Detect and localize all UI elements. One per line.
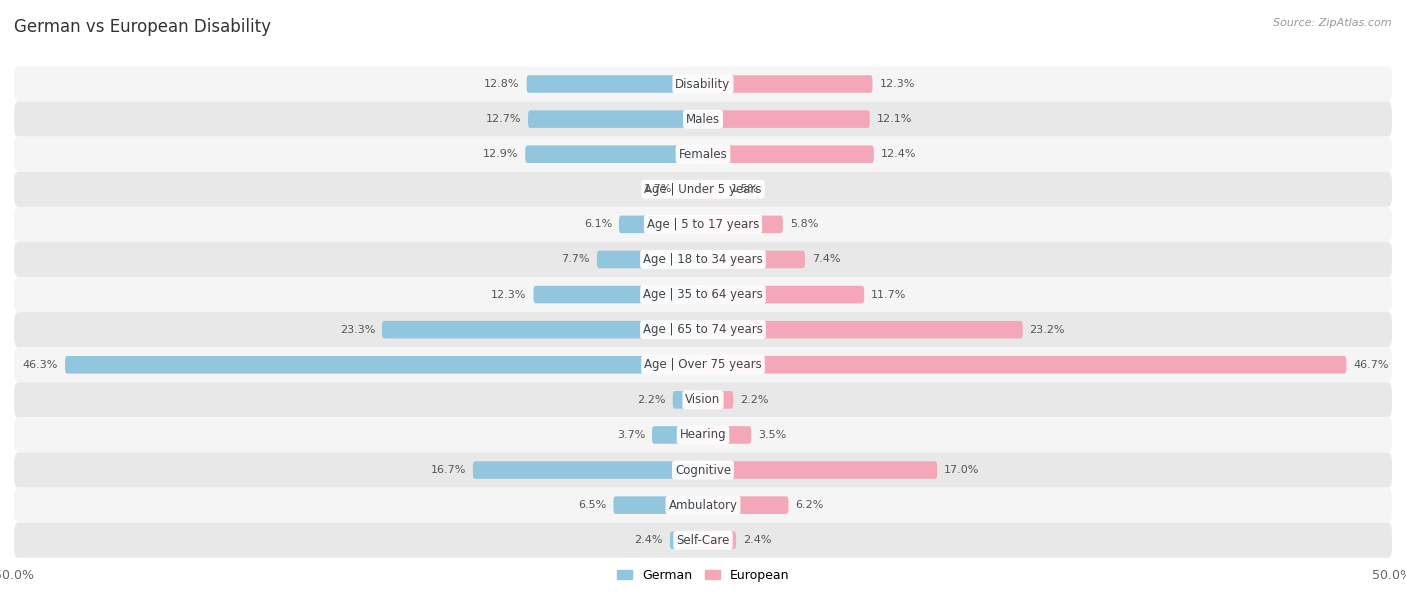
FancyBboxPatch shape xyxy=(14,452,1392,488)
FancyBboxPatch shape xyxy=(472,461,703,479)
FancyBboxPatch shape xyxy=(14,523,1392,558)
Text: Age | 35 to 64 years: Age | 35 to 64 years xyxy=(643,288,763,301)
Text: Age | 5 to 17 years: Age | 5 to 17 years xyxy=(647,218,759,231)
Text: Females: Females xyxy=(679,147,727,161)
Text: 1.5%: 1.5% xyxy=(731,184,759,194)
Text: 1.7%: 1.7% xyxy=(644,184,672,194)
FancyBboxPatch shape xyxy=(14,382,1392,417)
FancyBboxPatch shape xyxy=(527,75,703,93)
FancyBboxPatch shape xyxy=(703,215,783,233)
Text: Disability: Disability xyxy=(675,78,731,91)
FancyBboxPatch shape xyxy=(703,356,1347,373)
Text: Males: Males xyxy=(686,113,720,125)
FancyBboxPatch shape xyxy=(14,136,1392,172)
FancyBboxPatch shape xyxy=(14,277,1392,312)
Text: 2.4%: 2.4% xyxy=(634,536,664,545)
Text: 7.4%: 7.4% xyxy=(811,255,841,264)
Text: 6.2%: 6.2% xyxy=(796,500,824,510)
FancyBboxPatch shape xyxy=(703,496,789,514)
FancyBboxPatch shape xyxy=(65,356,703,373)
Text: 2.4%: 2.4% xyxy=(742,536,772,545)
Text: 2.2%: 2.2% xyxy=(637,395,666,405)
FancyBboxPatch shape xyxy=(703,461,938,479)
FancyBboxPatch shape xyxy=(703,146,875,163)
FancyBboxPatch shape xyxy=(598,251,703,268)
Text: Age | Under 5 years: Age | Under 5 years xyxy=(644,183,762,196)
FancyBboxPatch shape xyxy=(382,321,703,338)
FancyBboxPatch shape xyxy=(526,146,703,163)
FancyBboxPatch shape xyxy=(703,75,873,93)
Text: 12.3%: 12.3% xyxy=(879,79,915,89)
FancyBboxPatch shape xyxy=(14,312,1392,347)
Text: 16.7%: 16.7% xyxy=(430,465,465,475)
Text: Hearing: Hearing xyxy=(679,428,727,441)
FancyBboxPatch shape xyxy=(14,242,1392,277)
FancyBboxPatch shape xyxy=(703,286,865,304)
Text: 12.9%: 12.9% xyxy=(482,149,519,159)
FancyBboxPatch shape xyxy=(14,417,1392,452)
FancyBboxPatch shape xyxy=(613,496,703,514)
FancyBboxPatch shape xyxy=(679,181,703,198)
FancyBboxPatch shape xyxy=(703,181,724,198)
Text: 12.1%: 12.1% xyxy=(876,114,912,124)
Text: Self-Care: Self-Care xyxy=(676,534,730,547)
Legend: German, European: German, European xyxy=(612,564,794,587)
FancyBboxPatch shape xyxy=(703,531,737,549)
FancyBboxPatch shape xyxy=(533,286,703,304)
Text: 6.1%: 6.1% xyxy=(583,219,612,230)
Text: German vs European Disability: German vs European Disability xyxy=(14,18,271,36)
Text: 6.5%: 6.5% xyxy=(578,500,606,510)
FancyBboxPatch shape xyxy=(703,321,1022,338)
FancyBboxPatch shape xyxy=(529,110,703,128)
Text: Vision: Vision xyxy=(685,394,721,406)
Text: 23.2%: 23.2% xyxy=(1029,325,1066,335)
Text: Age | Over 75 years: Age | Over 75 years xyxy=(644,358,762,371)
Text: Source: ZipAtlas.com: Source: ZipAtlas.com xyxy=(1274,18,1392,28)
FancyBboxPatch shape xyxy=(14,488,1392,523)
Text: 11.7%: 11.7% xyxy=(872,289,907,299)
Text: 3.7%: 3.7% xyxy=(617,430,645,440)
Text: 7.7%: 7.7% xyxy=(561,255,591,264)
Text: Age | 18 to 34 years: Age | 18 to 34 years xyxy=(643,253,763,266)
FancyBboxPatch shape xyxy=(703,391,734,409)
FancyBboxPatch shape xyxy=(14,207,1392,242)
Text: 12.7%: 12.7% xyxy=(485,114,522,124)
FancyBboxPatch shape xyxy=(669,531,703,549)
FancyBboxPatch shape xyxy=(14,102,1392,136)
FancyBboxPatch shape xyxy=(619,215,703,233)
FancyBboxPatch shape xyxy=(14,172,1392,207)
FancyBboxPatch shape xyxy=(703,426,751,444)
FancyBboxPatch shape xyxy=(14,347,1392,382)
Text: 17.0%: 17.0% xyxy=(945,465,980,475)
Text: Age | 65 to 74 years: Age | 65 to 74 years xyxy=(643,323,763,336)
Text: 46.3%: 46.3% xyxy=(22,360,58,370)
FancyBboxPatch shape xyxy=(652,426,703,444)
FancyBboxPatch shape xyxy=(703,251,806,268)
Text: 12.3%: 12.3% xyxy=(491,289,527,299)
Text: 5.8%: 5.8% xyxy=(790,219,818,230)
Text: 3.5%: 3.5% xyxy=(758,430,786,440)
FancyBboxPatch shape xyxy=(14,67,1392,102)
Text: 23.3%: 23.3% xyxy=(340,325,375,335)
Text: Cognitive: Cognitive xyxy=(675,463,731,477)
Text: Ambulatory: Ambulatory xyxy=(668,499,738,512)
Text: 46.7%: 46.7% xyxy=(1354,360,1389,370)
Text: 12.4%: 12.4% xyxy=(880,149,917,159)
Text: 2.2%: 2.2% xyxy=(740,395,769,405)
FancyBboxPatch shape xyxy=(672,391,703,409)
FancyBboxPatch shape xyxy=(703,110,870,128)
Text: 12.8%: 12.8% xyxy=(484,79,520,89)
